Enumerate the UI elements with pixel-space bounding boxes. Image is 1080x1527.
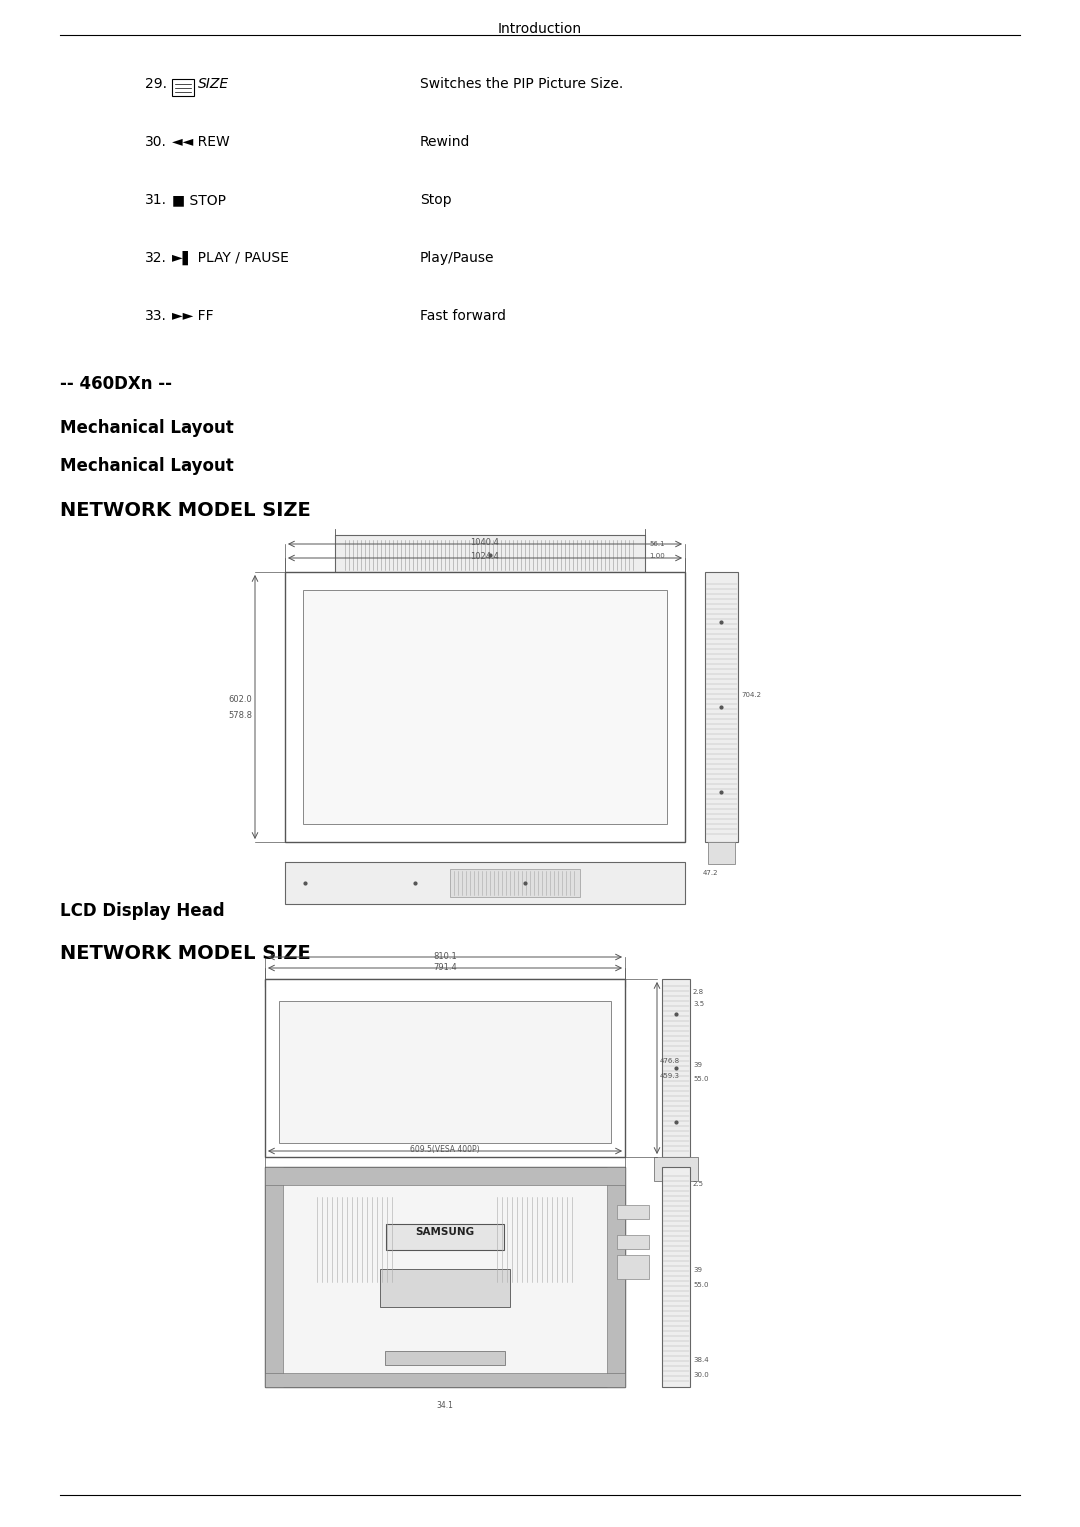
- Text: SIZE: SIZE: [198, 76, 229, 92]
- Text: 33.: 33.: [145, 308, 167, 324]
- Bar: [708, 841, 735, 864]
- Bar: [662, 1167, 690, 1387]
- Text: Fast forward: Fast forward: [420, 308, 507, 324]
- Text: 1024.4: 1024.4: [471, 551, 499, 560]
- Bar: [265, 1373, 625, 1387]
- Bar: [380, 1269, 510, 1307]
- Bar: [384, 1351, 505, 1365]
- Text: 1.00: 1.00: [649, 553, 665, 559]
- Text: ►▌ PLAY / PAUSE: ►▌ PLAY / PAUSE: [172, 250, 288, 266]
- Bar: [607, 1167, 625, 1387]
- Bar: [265, 1167, 625, 1185]
- Text: NETWORK MODEL SIZE: NETWORK MODEL SIZE: [60, 944, 311, 964]
- Bar: [705, 573, 738, 841]
- Text: Mechanical Layout: Mechanical Layout: [60, 418, 233, 437]
- Bar: [386, 1225, 504, 1251]
- Text: 602.0: 602.0: [228, 695, 252, 704]
- Bar: [617, 1205, 649, 1219]
- Text: Play/Pause: Play/Pause: [420, 250, 495, 266]
- Bar: [265, 979, 625, 1157]
- Bar: [172, 79, 194, 96]
- Bar: [285, 863, 685, 904]
- Text: NETWORK MODEL SIZE: NETWORK MODEL SIZE: [60, 501, 311, 521]
- Text: 47.2: 47.2: [703, 870, 718, 876]
- Text: Stop: Stop: [420, 192, 451, 208]
- Bar: [265, 1167, 283, 1387]
- Text: 30.: 30.: [145, 134, 167, 150]
- Text: 810.1: 810.1: [433, 951, 457, 960]
- Text: 704.2: 704.2: [741, 692, 761, 698]
- Text: Rewind: Rewind: [420, 134, 471, 150]
- Text: 3.5: 3.5: [693, 1002, 704, 1006]
- Text: 29.: 29.: [145, 76, 167, 92]
- Text: 1040.4: 1040.4: [471, 538, 499, 547]
- Text: 55.0: 55.0: [693, 1077, 708, 1083]
- Text: 39: 39: [693, 1267, 702, 1274]
- Bar: [265, 1167, 625, 1387]
- Bar: [265, 979, 625, 986]
- Bar: [285, 573, 685, 841]
- Bar: [617, 1255, 649, 1280]
- Bar: [617, 1235, 649, 1249]
- Text: ■ STOP: ■ STOP: [172, 192, 226, 208]
- Text: LCD Display Head: LCD Display Head: [60, 902, 225, 919]
- Text: 2.8: 2.8: [693, 989, 704, 996]
- Text: SAMSUNG: SAMSUNG: [416, 1228, 474, 1237]
- Bar: [279, 1002, 611, 1144]
- Bar: [335, 534, 645, 576]
- Text: 30.0: 30.0: [693, 1371, 708, 1377]
- Bar: [450, 869, 580, 896]
- Text: 578.8: 578.8: [228, 710, 252, 719]
- Text: Switches the PIP Picture Size.: Switches the PIP Picture Size.: [420, 76, 623, 92]
- Bar: [303, 589, 667, 825]
- Text: 2.5: 2.5: [693, 1180, 704, 1186]
- Text: 38.4: 38.4: [693, 1358, 708, 1364]
- Bar: [654, 1157, 698, 1180]
- Text: 32.: 32.: [145, 250, 167, 266]
- Text: 791.4: 791.4: [433, 964, 457, 973]
- Text: ►► FF: ►► FF: [172, 308, 214, 324]
- Text: 476.8: 476.8: [660, 1058, 680, 1064]
- Text: 55.0: 55.0: [693, 1283, 708, 1287]
- Text: 609.5(VESA 400P): 609.5(VESA 400P): [410, 1145, 480, 1154]
- Text: 31.: 31.: [145, 192, 167, 208]
- Text: 56.1: 56.1: [649, 541, 664, 547]
- Text: 39: 39: [693, 1061, 702, 1067]
- Bar: [662, 979, 690, 1157]
- Text: Mechanical Layout: Mechanical Layout: [60, 457, 233, 475]
- Text: 459.3: 459.3: [660, 1073, 680, 1080]
- Text: Introduction: Introduction: [498, 21, 582, 37]
- Text: ◄◄ REW: ◄◄ REW: [172, 134, 230, 150]
- Text: 34.1: 34.1: [436, 1400, 454, 1409]
- Text: -- 460DXn --: -- 460DXn --: [60, 376, 172, 392]
